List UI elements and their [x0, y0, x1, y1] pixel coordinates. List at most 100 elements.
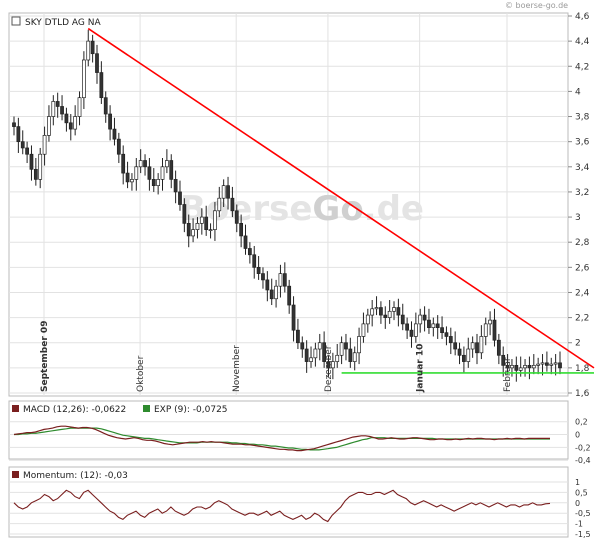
candle-body: [138, 160, 143, 168]
momentum-panel-frame: [8, 466, 569, 538]
candle-body: [269, 289, 274, 300]
candle-body: [156, 179, 161, 187]
candle-body: [444, 332, 449, 337]
candle-body: [536, 363, 541, 366]
candle-body: [431, 323, 436, 329]
candle-body: [42, 135, 47, 155]
candle-body: [379, 307, 383, 316]
candle-body: [475, 342, 479, 354]
candle-body: [330, 361, 335, 369]
candle-body: [518, 367, 523, 371]
candle-body: [256, 266, 261, 274]
momentum-legend-label: Momentum: (12): -0,03: [23, 471, 128, 481]
candle-body: [313, 348, 318, 359]
candle-body: [143, 160, 147, 168]
month-label: November: [232, 345, 242, 392]
candle-body: [130, 179, 134, 183]
y-tick-label: 2,2: [575, 314, 589, 324]
candle-body: [64, 113, 69, 124]
candle-body: [195, 223, 200, 230]
candle-body: [339, 342, 344, 356]
candle-body: [243, 235, 248, 249]
y-tick-label: 4,2: [575, 62, 589, 72]
candle-body: [199, 216, 204, 224]
candle-body: [208, 229, 213, 231]
candle-body: [16, 126, 21, 143]
candle-body: [261, 273, 265, 281]
candle-body: [387, 310, 392, 318]
momentum-tick-label: 0: [575, 499, 580, 508]
candle-body: [352, 352, 357, 362]
macd-line: [13, 425, 550, 452]
candle-body: [217, 197, 222, 212]
candle-body: [213, 210, 217, 230]
candle-body: [38, 153, 43, 180]
candle-body: [413, 323, 418, 337]
momentum-line: [13, 489, 551, 523]
candle-body: [440, 327, 444, 334]
candle-body: [470, 342, 475, 350]
candle-body: [73, 116, 78, 130]
copyright-text: © boerse-go.de: [505, 1, 569, 10]
candle-body: [435, 323, 440, 329]
candle-body: [383, 314, 388, 318]
y-tick-label: 3: [575, 213, 581, 223]
candle-body: [466, 348, 471, 362]
macd-tick-label: -0,4: [575, 456, 591, 465]
candle-body: [108, 113, 112, 130]
candle-body: [510, 365, 514, 369]
y-tick-label: 1,8: [575, 364, 590, 374]
candle-body: [374, 307, 379, 310]
candle-body: [51, 101, 56, 117]
y-tick-label: 2,8: [575, 238, 590, 248]
y-tick-label: 2,4: [575, 288, 590, 298]
momentum-tick-label: -1: [575, 520, 583, 529]
candle-body: [25, 147, 29, 155]
y-tick-label: 3,6: [575, 138, 590, 148]
candle-body: [116, 138, 121, 155]
candle-body: [12, 122, 16, 127]
candle-body: [221, 185, 226, 199]
y-tick-label: 4: [575, 87, 581, 97]
y-tick-label: 2,6: [575, 263, 590, 273]
candle-body: [234, 210, 239, 224]
candle-body: [90, 40, 95, 55]
candle-body: [488, 319, 492, 325]
candle-body: [527, 365, 532, 369]
macd-legend-swatch: [12, 405, 19, 412]
momentum-tick-label: -0,5: [575, 509, 591, 518]
macd-tick-label: 0: [575, 431, 580, 440]
candle-body: [370, 308, 375, 316]
candle-body: [492, 319, 497, 341]
candle-body: [326, 361, 331, 369]
candle-body: [204, 216, 209, 230]
candle-body: [287, 285, 292, 306]
candle-body: [553, 362, 558, 365]
candle-body: [29, 153, 34, 170]
candle-body: [361, 323, 366, 337]
y-tick-label: 4,4: [575, 37, 590, 47]
candle-body: [230, 197, 235, 212]
signal-legend-label: EXP (9): -0,0725: [154, 405, 228, 415]
month-label: Dezember: [324, 345, 334, 392]
candle-body: [160, 166, 165, 180]
momentum-tick-label: -1,5: [575, 530, 591, 539]
macd-tick-label: -0,2: [575, 443, 591, 452]
candle-body: [20, 141, 25, 149]
candle-body: [365, 314, 370, 325]
candle-body: [278, 273, 283, 287]
candle-body: [47, 116, 51, 136]
candle-body: [239, 223, 244, 237]
candle-body: [296, 329, 300, 344]
candle-body: [68, 122, 73, 130]
candle-body: [95, 53, 99, 73]
candle-body: [77, 97, 82, 117]
candle-body: [400, 314, 405, 325]
candle-body: [147, 166, 152, 180]
y-tick-label: 3,2: [575, 188, 589, 198]
candle-body: [304, 348, 309, 362]
candle-body: [405, 323, 409, 331]
title-checkbox-icon[interactable]: [11, 16, 21, 26]
candle-body: [247, 248, 252, 256]
candle-body: [348, 348, 353, 362]
